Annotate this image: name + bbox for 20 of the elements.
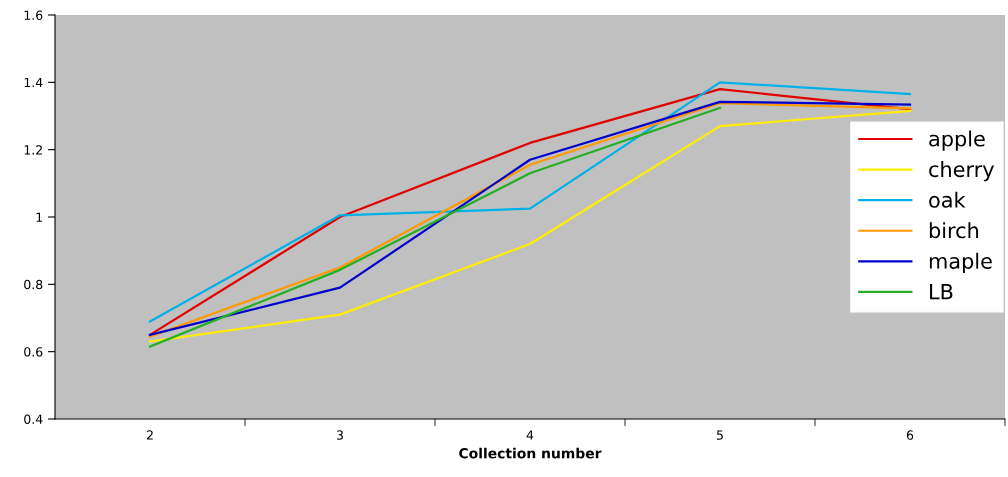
y-tick-label: 1.6 xyxy=(24,10,43,20)
y-tick-label: 0.4 xyxy=(24,414,43,424)
line-series xyxy=(148,106,722,348)
x-tick-label: 3 xyxy=(336,430,343,440)
x-tick-label: 4 xyxy=(526,430,534,440)
y-tick-label: 1.4 xyxy=(24,77,43,88)
legend-label: birch xyxy=(929,222,979,239)
x-axis-title: Collection number xyxy=(459,447,602,459)
legend-label: apple xyxy=(929,130,985,151)
x-tick-label: 2 xyxy=(146,430,153,440)
legend-label: LB xyxy=(930,284,953,300)
legend-label: cherry xyxy=(929,161,994,182)
y-tick-label: 0.6 xyxy=(24,347,43,357)
legend-label: maple xyxy=(929,252,992,273)
x-tick-label: 5 xyxy=(716,430,723,440)
y-tick-label: 1.2 xyxy=(24,145,42,155)
x-tick-label: 6 xyxy=(906,430,914,440)
y-tick-label: 0.8 xyxy=(24,279,43,290)
legend-label: oak xyxy=(929,191,966,208)
y-tick-label: 1 xyxy=(36,212,43,222)
